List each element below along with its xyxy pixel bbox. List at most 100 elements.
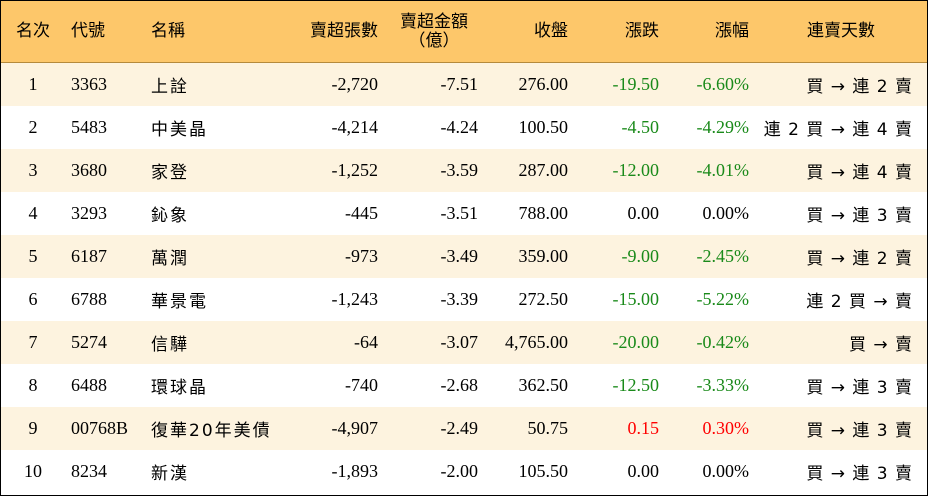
cell-change-pct: -3.33% — [665, 364, 755, 407]
table-row: 6 6788 華景電 -1,243 -3.39 272.50 -15.00 -5.22% 連 2… — [1, 278, 927, 321]
cell-sell-volume: -973 — [281, 235, 384, 278]
cell-sell-amount: -3.59 — [384, 149, 484, 192]
cell-rank: 9 — [1, 407, 65, 450]
cell-sell-volume: -4,214 — [281, 106, 384, 149]
cell-change-pct: 0.00% — [665, 450, 755, 493]
cell-rank: 6 — [1, 278, 65, 321]
table-row: 7 5274 信驊 -64 -3.07 4,765.00 -20.00 -0.42% 買 → 賣 — [1, 321, 927, 364]
cell-name: 家登 — [135, 149, 281, 192]
cell-code: 3293 — [65, 192, 135, 235]
cell-streak: 買 → 連 3 賣 — [755, 450, 927, 493]
cell-streak: 買 → 連 2 賣 — [755, 235, 927, 278]
cell-sell-amount: -2.00 — [384, 450, 484, 493]
cell-rank: 10 — [1, 450, 65, 493]
cell-change: 0.00 — [574, 450, 665, 493]
cell-sell-amount: -3.49 — [384, 235, 484, 278]
header-rank: 名次 — [1, 1, 65, 63]
cell-rank: 8 — [1, 364, 65, 407]
cell-streak: 連 2 買 → 賣 — [755, 278, 927, 321]
cell-name: 復華20年美債 — [135, 407, 281, 450]
cell-change: 0.15 — [574, 407, 665, 450]
cell-streak: 買 → 連 3 賣 — [755, 407, 927, 450]
cell-change-pct: 0.00% — [665, 192, 755, 235]
cell-change-pct: 0.30% — [665, 407, 755, 450]
cell-code: 3680 — [65, 149, 135, 192]
cell-rank: 2 — [1, 106, 65, 149]
header-streak: 連賣天數 — [755, 1, 927, 63]
table-row: 5 6187 萬潤 -973 -3.49 359.00 -9.00 -2.45% 買 → 連 2… — [1, 235, 927, 278]
cell-name: 環球晶 — [135, 364, 281, 407]
cell-change: 0.00 — [574, 192, 665, 235]
table-body: 1 3363 上詮 -2,720 -7.51 276.00 -19.50 -6.60% 買 → … — [1, 62, 927, 493]
cell-sell-amount: -2.49 — [384, 407, 484, 450]
header-close: 收盤 — [484, 1, 574, 63]
cell-streak: 買 → 賣 — [755, 321, 927, 364]
table-row: 8 6488 環球晶 -740 -2.68 362.50 -12.50 -3.33% 買 → 連… — [1, 364, 927, 407]
cell-sell-volume: -1,243 — [281, 278, 384, 321]
cell-close: 272.50 — [484, 278, 574, 321]
cell-name: 鈊象 — [135, 192, 281, 235]
cell-streak: 買 → 連 4 賣 — [755, 149, 927, 192]
cell-close: 287.00 — [484, 149, 574, 192]
cell-streak: 買 → 連 2 賣 — [755, 62, 927, 106]
cell-sell-volume: -445 — [281, 192, 384, 235]
cell-change: -12.00 — [574, 149, 665, 192]
cell-close: 788.00 — [484, 192, 574, 235]
cell-sell-volume: -740 — [281, 364, 384, 407]
header-sell-amount-line1: 賣超金額 — [400, 11, 468, 32]
cell-change: -9.00 — [574, 235, 665, 278]
cell-rank: 5 — [1, 235, 65, 278]
cell-name: 萬潤 — [135, 235, 281, 278]
header-change-pct: 漲幅 — [665, 1, 755, 63]
cell-sell-amount: -3.39 — [384, 278, 484, 321]
cell-change-pct: -5.22% — [665, 278, 755, 321]
table-row: 9 00768B 復華20年美債 -4,907 -2.49 50.75 0.15 0.30% 買… — [1, 407, 927, 450]
cell-name: 中美晶 — [135, 106, 281, 149]
cell-close: 105.50 — [484, 450, 574, 493]
cell-rank: 7 — [1, 321, 65, 364]
table-row: 2 5483 中美晶 -4,214 -4.24 100.50 -4.50 -4.29% 連 2 … — [1, 106, 927, 149]
cell-code: 5274 — [65, 321, 135, 364]
cell-close: 359.00 — [484, 235, 574, 278]
cell-change: -15.00 — [574, 278, 665, 321]
cell-code: 6488 — [65, 364, 135, 407]
cell-change-pct: -6.60% — [665, 62, 755, 106]
cell-streak: 買 → 連 3 賣 — [755, 192, 927, 235]
cell-code: 5483 — [65, 106, 135, 149]
cell-close: 276.00 — [484, 62, 574, 106]
cell-change-pct: -4.29% — [665, 106, 755, 149]
table-header: 名次 代號 名稱 賣超張數 賣超金額 （億） 收盤 漲跌 漲幅 連賣天數 — [1, 1, 927, 63]
header-sell-amount-line2: （億） — [408, 30, 460, 51]
table-row: 1 3363 上詮 -2,720 -7.51 276.00 -19.50 -6.60% 買 → … — [1, 62, 927, 106]
cell-rank: 4 — [1, 192, 65, 235]
cell-code: 6187 — [65, 235, 135, 278]
cell-change-pct: -4.01% — [665, 149, 755, 192]
cell-name: 上詮 — [135, 62, 281, 106]
cell-code: 6788 — [65, 278, 135, 321]
cell-sell-amount: -7.51 — [384, 62, 484, 106]
cell-change: -12.50 — [574, 364, 665, 407]
cell-close: 100.50 — [484, 106, 574, 149]
cell-streak: 買 → 連 3 賣 — [755, 364, 927, 407]
cell-code: 00768B — [65, 407, 135, 450]
cell-rank: 3 — [1, 149, 65, 192]
header-sell-volume: 賣超張數 — [281, 1, 384, 63]
cell-sell-amount: -4.24 — [384, 106, 484, 149]
cell-sell-volume: -2,720 — [281, 62, 384, 106]
cell-change: -4.50 — [574, 106, 665, 149]
table-row: 10 8234 新漢 -1,893 -2.00 105.50 0.00 0.00% 買 → 連 … — [1, 450, 927, 493]
cell-name: 新漢 — [135, 450, 281, 493]
header-change: 漲跌 — [574, 1, 665, 63]
cell-sell-volume: -64 — [281, 321, 384, 364]
cell-close: 362.50 — [484, 364, 574, 407]
cell-sell-volume: -1,893 — [281, 450, 384, 493]
cell-code: 8234 — [65, 450, 135, 493]
cell-name: 信驊 — [135, 321, 281, 364]
header-sell-amount: 賣超金額 （億） — [384, 1, 484, 63]
cell-sell-volume: -4,907 — [281, 407, 384, 450]
cell-code: 3363 — [65, 62, 135, 106]
cell-change-pct: -0.42% — [665, 321, 755, 364]
cell-change-pct: -2.45% — [665, 235, 755, 278]
